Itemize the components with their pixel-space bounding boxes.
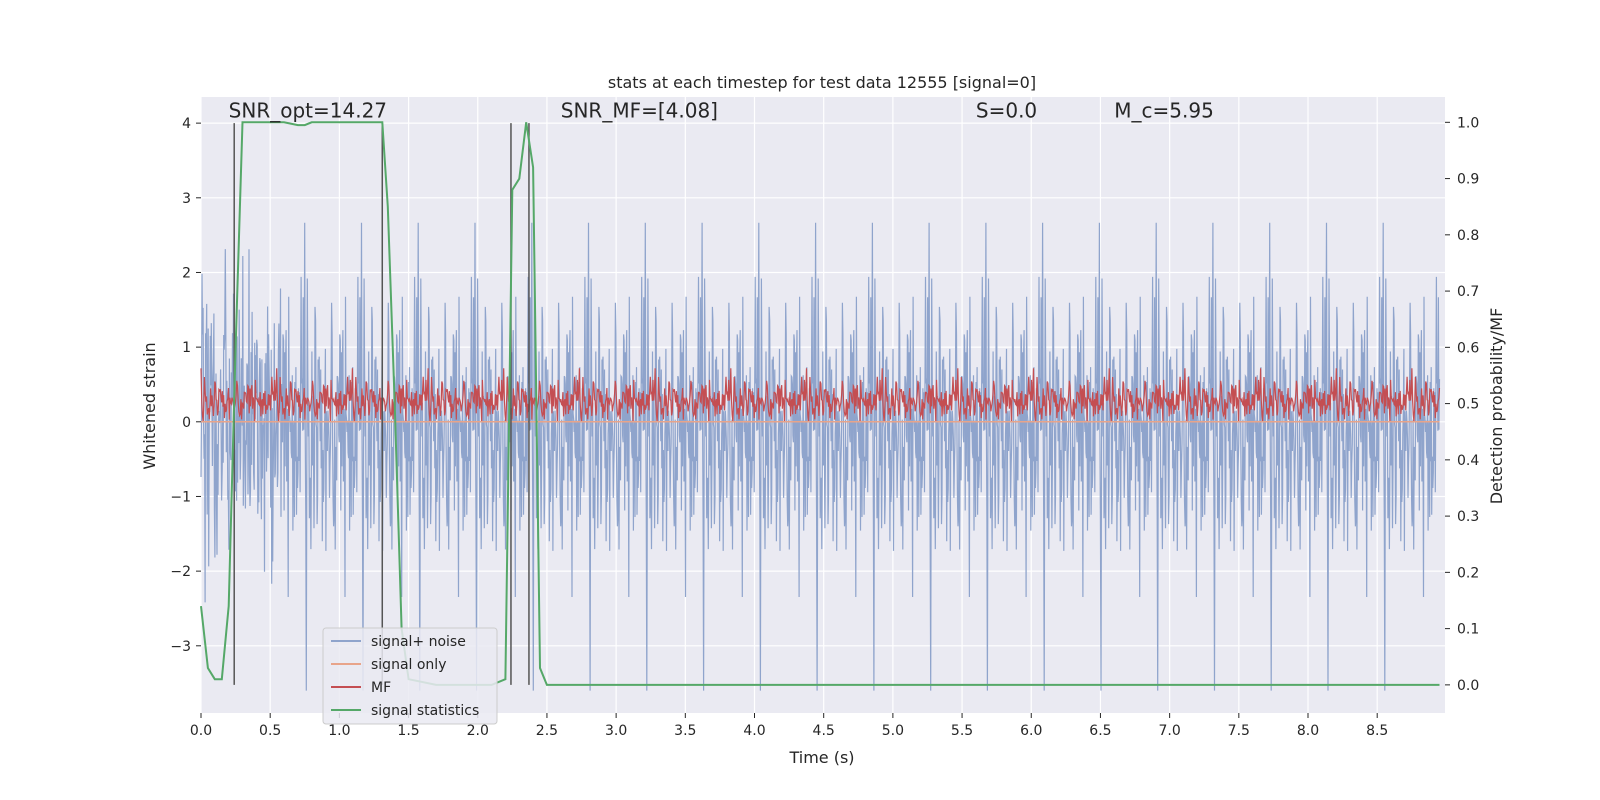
y-tick-label-left: −1 [170, 489, 191, 505]
y-tick-label-left: 1 [182, 340, 191, 356]
x-tick-label: 0.0 [190, 723, 212, 739]
x-tick-label: 0.5 [259, 723, 281, 739]
y-tick-label-left: 4 [182, 116, 191, 132]
y-tick-label-right: 0.5 [1457, 397, 1479, 413]
mf-series [200, 368, 1441, 422]
signal-statistics-line [200, 121, 1440, 686]
x-tick-label: 8.0 [1297, 723, 1319, 739]
x-tick-label: 3.5 [674, 723, 696, 739]
y-axis-label-left: Whitened strain [140, 342, 159, 469]
y-tick-label-right: 0.9 [1457, 172, 1479, 188]
x-tick-label: 6.0 [1020, 723, 1042, 739]
legend-label: MF [371, 680, 391, 696]
legend: signal+ noise signal only MF signal statist… [322, 627, 498, 725]
x-tick-label: 6.5 [1089, 723, 1111, 739]
y-tick-label-right: 0.3 [1457, 509, 1479, 525]
y-tick-label-right: 0.6 [1457, 340, 1479, 356]
legend-box [322, 627, 498, 725]
y-axis-label-right: Detection probability/MF [1487, 308, 1506, 505]
mf-line [200, 368, 1441, 422]
x-axis-label: Time (s) [788, 748, 854, 767]
y-tick-label-right: 1.0 [1457, 115, 1479, 131]
x-tick-label: 2.0 [467, 723, 489, 739]
y-tick-label-left: 3 [182, 191, 191, 207]
y-tick-label-left: 0 [182, 415, 191, 431]
x-tick-label: 8.5 [1366, 723, 1388, 739]
axis-ticks: 0.0 0.5 1.0 1.5 2.0 2.5 3.0 3.5 4.0 4.5 5.0 5.5 6.0 6… [170, 115, 1479, 739]
signal-statistics-series [200, 121, 1440, 686]
x-tick-label: 7.5 [1228, 723, 1250, 739]
x-tick-label: 7.0 [1158, 723, 1180, 739]
annotation-2: S=0.0 [976, 98, 1037, 122]
y-tick-label-right: 0.4 [1457, 453, 1479, 469]
legend-label: signal statistics [371, 703, 479, 719]
y-tick-label-right: 0.8 [1457, 228, 1479, 244]
y-tick-label-left: −3 [170, 639, 191, 655]
x-tick-label: 5.5 [951, 723, 973, 739]
x-tick-label: 4.5 [813, 723, 835, 739]
x-tick-label: 1.0 [328, 723, 350, 739]
annotation-1: SNR_MF=[4.08] [561, 98, 718, 122]
chart-title: stats at each timestep for test data 125… [608, 73, 1036, 92]
y-tick-label-left: 2 [182, 265, 191, 281]
legend-label: signal only [371, 657, 446, 673]
y-tick-label-right: 0.0 [1457, 678, 1479, 694]
signal-noise-series [200, 222, 1441, 691]
x-tick-label: 3.0 [605, 723, 627, 739]
x-tick-label: 4.0 [743, 723, 765, 739]
y-tick-label-left: −2 [170, 564, 191, 580]
x-tick-label: 5.0 [882, 723, 904, 739]
x-tick-label: 1.5 [397, 723, 419, 739]
annotation-3: M_c=5.95 [1114, 98, 1214, 122]
y-tick-label-right: 0.2 [1457, 565, 1479, 581]
y-tick-label-right: 0.7 [1457, 284, 1479, 300]
y-tick-label-right: 0.1 [1457, 622, 1479, 638]
signal-noise-line [200, 222, 1441, 691]
annotations: SNR_opt=14.27 SNR_MF=[4.08] S=0.0 M_c=5.95 [229, 98, 1214, 122]
x-tick-label: 2.5 [536, 723, 558, 739]
annotation-0: SNR_opt=14.27 [229, 98, 387, 122]
legend-label: signal+ noise [371, 634, 466, 650]
